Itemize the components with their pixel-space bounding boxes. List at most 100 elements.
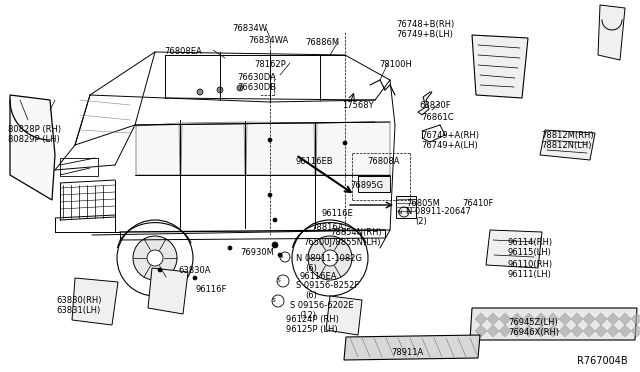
Text: 78855N(LH): 78855N(LH): [330, 238, 381, 247]
Circle shape: [322, 250, 338, 266]
Text: 63830F: 63830F: [419, 101, 451, 110]
Text: 76749+A(LH): 76749+A(LH): [421, 141, 477, 150]
Polygon shape: [181, 122, 245, 175]
Circle shape: [217, 87, 223, 93]
Circle shape: [278, 253, 282, 257]
Text: 96116F: 96116F: [196, 285, 227, 294]
Text: 96115(LH): 96115(LH): [508, 248, 552, 257]
Polygon shape: [72, 278, 118, 325]
Circle shape: [133, 236, 177, 280]
Text: 78100H: 78100H: [379, 60, 412, 69]
Polygon shape: [607, 313, 619, 325]
Polygon shape: [487, 325, 499, 337]
Polygon shape: [559, 313, 571, 325]
Text: 76630DA: 76630DA: [237, 73, 276, 82]
Text: 76749+B(LH): 76749+B(LH): [396, 30, 453, 39]
Text: 76808A: 76808A: [367, 157, 399, 166]
Polygon shape: [631, 325, 640, 337]
Polygon shape: [595, 313, 607, 325]
Text: 80828P (RH): 80828P (RH): [8, 125, 61, 134]
Text: 78162P: 78162P: [254, 60, 285, 69]
Text: 76861C: 76861C: [421, 113, 454, 122]
Text: S 09156-8252F: S 09156-8252F: [296, 281, 359, 290]
Text: 76410F: 76410F: [462, 199, 493, 208]
Text: N: N: [398, 209, 402, 215]
Polygon shape: [535, 313, 547, 325]
Polygon shape: [316, 122, 390, 175]
Text: 63831(LH): 63831(LH): [56, 306, 100, 315]
Text: 76500J: 76500J: [303, 238, 332, 247]
Text: 76930M: 76930M: [240, 248, 274, 257]
Polygon shape: [619, 325, 631, 337]
Text: 78812M(RH): 78812M(RH): [541, 131, 594, 140]
Polygon shape: [499, 313, 511, 325]
Circle shape: [268, 138, 272, 142]
Polygon shape: [540, 130, 595, 160]
Polygon shape: [326, 296, 362, 335]
Circle shape: [197, 89, 203, 95]
Polygon shape: [511, 325, 523, 337]
Polygon shape: [523, 325, 535, 337]
Text: (12): (12): [299, 311, 316, 320]
Bar: [358, 176, 390, 192]
Circle shape: [272, 242, 278, 248]
Polygon shape: [499, 325, 511, 337]
Text: 96125P (LH): 96125P (LH): [286, 325, 338, 334]
Text: 78854N(RH): 78854N(RH): [330, 228, 381, 237]
Text: (6): (6): [305, 291, 317, 300]
Text: (2): (2): [415, 217, 427, 226]
Text: 96110(RH): 96110(RH): [508, 260, 553, 269]
Text: 78816A: 78816A: [311, 223, 344, 232]
Text: 96116E: 96116E: [322, 209, 354, 218]
Polygon shape: [523, 313, 535, 325]
Text: 78812N(LH): 78812N(LH): [541, 141, 591, 150]
Text: 76886M: 76886M: [305, 38, 339, 47]
Circle shape: [273, 218, 277, 222]
Text: 76895G: 76895G: [350, 181, 383, 190]
Circle shape: [147, 250, 163, 266]
Polygon shape: [148, 268, 188, 314]
Circle shape: [343, 141, 347, 145]
Polygon shape: [487, 313, 499, 325]
Polygon shape: [472, 35, 528, 98]
Text: 96116EB: 96116EB: [295, 157, 333, 166]
Text: 76808EA: 76808EA: [164, 47, 202, 56]
Text: R767004B: R767004B: [577, 356, 628, 366]
Polygon shape: [571, 313, 583, 325]
Text: 76748+B(RH): 76748+B(RH): [396, 20, 454, 29]
Text: (6): (6): [305, 264, 317, 273]
Polygon shape: [619, 313, 631, 325]
Text: S: S: [277, 279, 281, 283]
Polygon shape: [547, 325, 559, 337]
Polygon shape: [475, 325, 487, 337]
Text: 63830A: 63830A: [178, 266, 211, 275]
Text: 96111(LH): 96111(LH): [508, 270, 552, 279]
Polygon shape: [470, 308, 637, 340]
Circle shape: [117, 220, 193, 296]
Text: S: S: [272, 298, 276, 304]
Polygon shape: [583, 325, 595, 337]
Circle shape: [308, 236, 352, 280]
Text: 17568Y: 17568Y: [342, 101, 374, 110]
Circle shape: [237, 85, 243, 91]
Text: 76834W: 76834W: [232, 24, 267, 33]
Polygon shape: [607, 325, 619, 337]
Polygon shape: [475, 313, 487, 325]
Text: 78911A: 78911A: [391, 348, 423, 357]
Polygon shape: [547, 313, 559, 325]
Text: 76834WA: 76834WA: [248, 36, 288, 45]
Circle shape: [268, 193, 272, 197]
Circle shape: [292, 220, 368, 296]
Polygon shape: [583, 313, 595, 325]
Text: 76945Z(LH): 76945Z(LH): [508, 318, 557, 327]
Bar: [60, 158, 98, 176]
Polygon shape: [511, 313, 523, 325]
Polygon shape: [246, 122, 315, 175]
Circle shape: [193, 276, 197, 280]
Circle shape: [158, 268, 162, 272]
Text: 76805M: 76805M: [406, 199, 440, 208]
Text: S 09156-6202E: S 09156-6202E: [290, 301, 354, 310]
Circle shape: [228, 246, 232, 250]
Polygon shape: [418, 92, 432, 115]
Text: 96124P (RH): 96124P (RH): [286, 315, 339, 324]
